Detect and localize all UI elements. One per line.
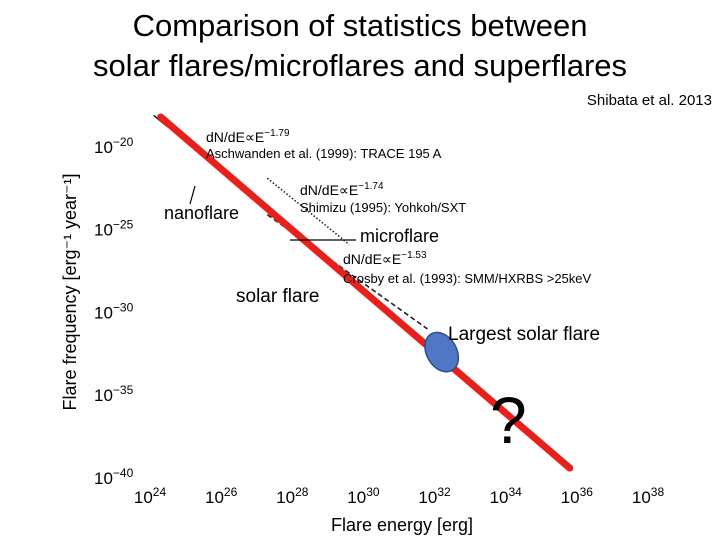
x-tick-label-30: 1030	[347, 485, 380, 507]
microflare-label: microflare	[360, 226, 440, 246]
question-mark: ?	[490, 383, 527, 457]
x-tick-label-36: 1036	[561, 485, 594, 507]
nanoflare-pointer	[189, 185, 196, 205]
series-line-3	[157, 113, 574, 472]
series-source-1: Shimizu (1995): Yohkoh/SXT	[300, 200, 466, 215]
y-tick-label--30: 10−30	[94, 300, 134, 322]
x-tick-label-28: 1028	[276, 485, 309, 507]
y-axis-label: Flare frequency [erg⁻¹ year⁻¹]	[60, 173, 80, 410]
x-tick-label-34: 1034	[490, 485, 523, 507]
series-layer	[153, 113, 574, 472]
series-formula-0: dN/dE∝E−1.79	[206, 128, 290, 145]
y-axis: 10−20 10−25 10−30 10−35 10−40	[94, 135, 134, 488]
x-tick-label-32: 1032	[418, 485, 451, 507]
series-line-1	[266, 177, 350, 246]
y-tick-label--20: 10−20	[94, 135, 134, 157]
x-axis-label: Flare energy [erg]	[331, 515, 473, 535]
nanoflare-label: nanoflare	[164, 203, 240, 223]
series-source-0: Aschwanden et al. (1999): TRACE 195 A	[206, 146, 442, 161]
largest-flare-marker	[424, 331, 460, 373]
solar-flare-label: solar flare	[236, 286, 320, 307]
largest-flare-label: Largest solar flare	[448, 324, 601, 345]
x-tick-label-26: 1026	[205, 485, 238, 507]
x-tick-label-24: 1024	[134, 485, 167, 507]
x-tick-label-38: 1038	[632, 485, 665, 507]
slide-title: Comparison of statistics between solar f…	[0, 6, 720, 86]
citation: Shibata et al. 2013	[586, 92, 712, 109]
title-line-1: Comparison of statistics between	[132, 8, 588, 43]
y-tick-label--40: 10−40	[94, 466, 134, 488]
y-tick-label--35: 10−35	[94, 383, 134, 405]
y-tick-label--25: 10−25	[94, 218, 134, 240]
series-formula-2: dN/dE∝E−1.53	[343, 250, 427, 267]
x-axis: 1024 1026 1028 1030 1032 1034 1036 1038	[134, 485, 665, 507]
title-line-2: solar flares/microflares and superflares	[92, 48, 628, 83]
series-source-2: Crosby et al. (1993): SMM/HXRBS >25keV	[343, 271, 592, 286]
series-formula-1: dN/dE∝E−1.74	[300, 181, 384, 198]
